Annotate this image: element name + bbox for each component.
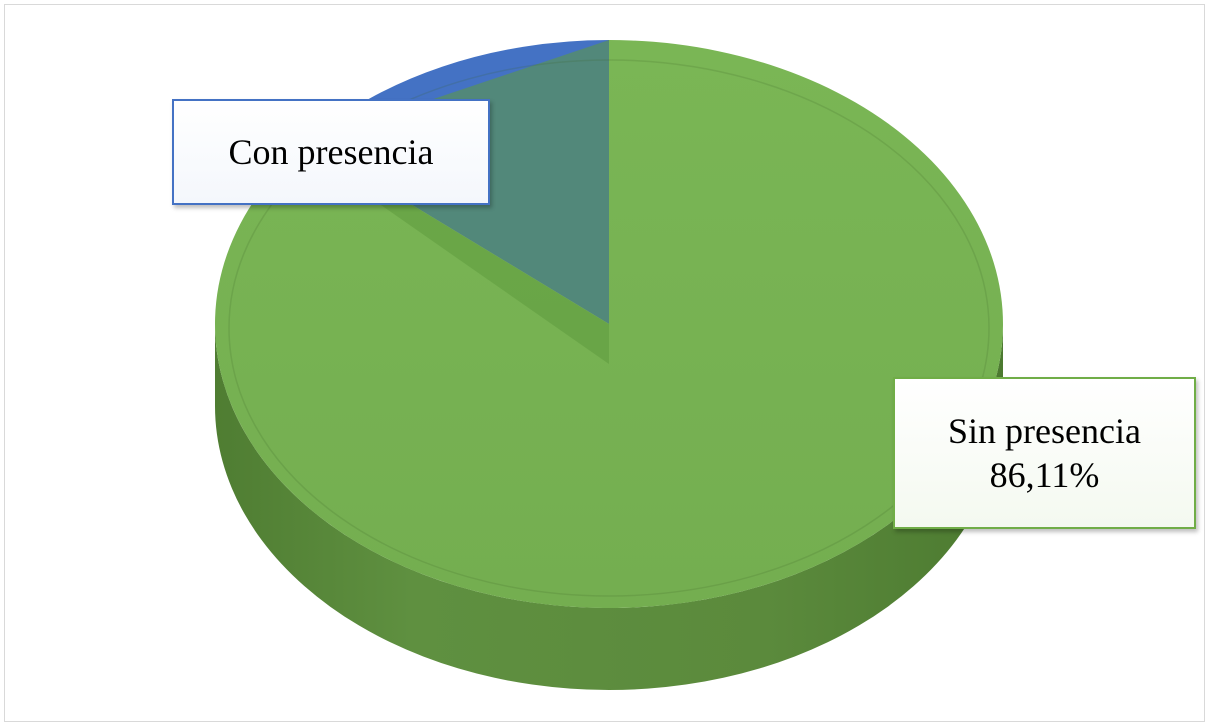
label-con-presencia-text: Con presencia [228, 132, 434, 172]
label-sin-presencia-value: 86,11% [989, 455, 1100, 495]
label-sin-presencia: Sin presencia 86,11% [893, 377, 1196, 529]
pie-rim [228, 59, 990, 597]
label-sin-presencia-text: Sin presencia [948, 411, 1141, 451]
label-con-presencia: Con presencia [172, 99, 490, 205]
pie-side [215, 324, 1003, 690]
